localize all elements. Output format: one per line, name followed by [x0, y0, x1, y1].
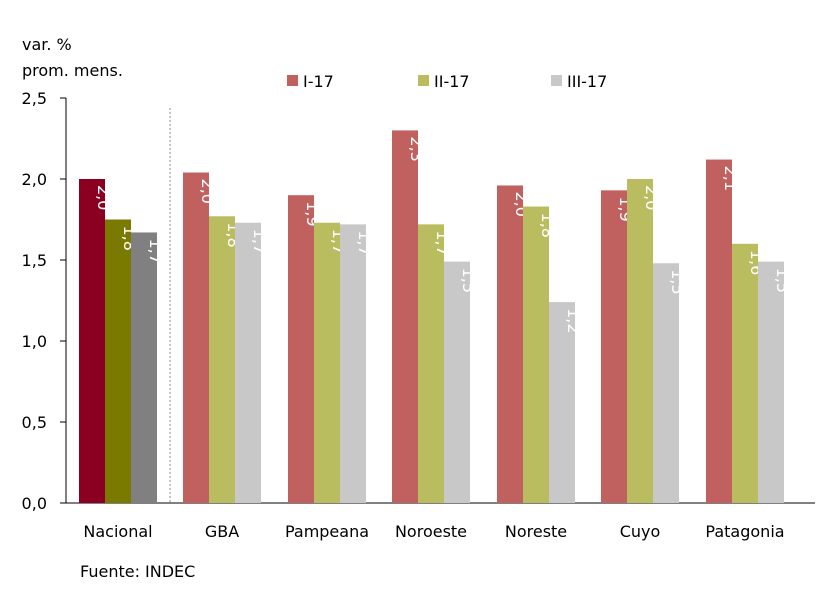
bar-noreste-I-17 — [497, 185, 523, 504]
bar-pampeana-II-17 — [314, 222, 340, 504]
data-label: 2,3 — [407, 136, 426, 161]
legend-swatch — [551, 75, 562, 86]
data-label: 1,7 — [146, 238, 165, 263]
data-label: 1,7 — [433, 230, 452, 255]
y-tick-label: 0,5 — [22, 413, 47, 432]
legend-swatch — [287, 75, 298, 86]
legend: I-17 II-17 III-17 — [287, 72, 607, 91]
bar-gba-I-17 — [183, 172, 209, 503]
y-axis-label-line2: prom. mens. — [22, 61, 123, 80]
y-tick-label: 1,0 — [22, 332, 47, 351]
data-label: 2,1 — [721, 166, 740, 191]
x-tick-label: Cuyo — [620, 522, 661, 541]
x-tick-label: GBA — [205, 522, 239, 541]
y-axis-label-line1: var. % — [22, 35, 72, 54]
data-label: 1,5 — [668, 269, 687, 294]
bar-gba-III-17 — [235, 222, 261, 504]
legend-label: II-17 — [434, 72, 470, 91]
bar-patagonia-II-17 — [732, 243, 758, 504]
legend-label: I-17 — [303, 72, 334, 91]
bar-noreste-III-17 — [549, 302, 575, 503]
bar-nacional-II-17 — [105, 219, 131, 503]
data-label: 1,7 — [250, 229, 269, 254]
bar-noroeste-II-17 — [418, 224, 444, 504]
y-tick-label: 2,0 — [22, 170, 47, 189]
bar-pampeana-III-17 — [340, 224, 366, 504]
legend-swatch — [418, 75, 429, 86]
x-tick-label: Patagonia — [705, 522, 784, 541]
bar-noroeste-III-17 — [444, 261, 470, 503]
data-label: 1,8 — [538, 213, 557, 238]
bar-noroeste-I-17 — [392, 130, 418, 503]
bar-patagonia-I-17 — [706, 159, 732, 503]
bar-cuyo-III-17 — [653, 263, 679, 503]
x-tick-label: Noreste — [505, 522, 567, 541]
bar-cuyo-I-17 — [601, 190, 627, 503]
y-tick-label: 0,0 — [22, 494, 47, 513]
x-tick-label: Noroeste — [395, 522, 467, 541]
y-tick-label: 1,5 — [22, 251, 47, 270]
source-note: Fuente: INDEC — [80, 562, 195, 581]
bar-noreste-II-17 — [523, 206, 549, 504]
bars: 2,01,81,72,01,8 1,71,91,7 1,72,31,71,52,01… — [79, 130, 792, 504]
bar-gba-II-17 — [209, 216, 235, 503]
data-label: 2,0 — [94, 185, 113, 210]
axes: 0,0 0,5 1,0 1,5 2,0 2,5 Nacional GBA Pampeana Nor… — [22, 89, 815, 541]
data-label: 2,0 — [198, 179, 217, 204]
data-label: 1,7 — [355, 230, 374, 255]
data-label: 1,9 — [303, 201, 322, 226]
y-tick-label: 2,5 — [22, 89, 47, 108]
bar-nacional-III-17 — [131, 232, 157, 503]
data-label: 1,5 — [459, 268, 478, 293]
bar-cuyo-II-17 — [627, 179, 653, 503]
data-label: 1,5 — [773, 268, 792, 293]
data-label: 2,0 — [642, 185, 661, 210]
bar-nacional-I-17 — [79, 179, 105, 503]
bar-pampeana-I-17 — [288, 195, 314, 503]
legend-label: III-17 — [567, 72, 607, 91]
x-tick-label: Pampeana — [285, 522, 369, 541]
x-tick-label: Nacional — [83, 522, 152, 541]
bar-patagonia-III-17 — [758, 261, 784, 503]
data-label: 1,2 — [564, 308, 583, 333]
